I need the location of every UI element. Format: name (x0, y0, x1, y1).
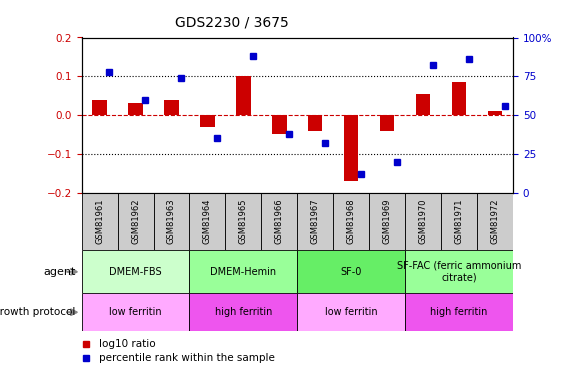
Text: SF-0: SF-0 (340, 267, 362, 277)
Text: GSM81967: GSM81967 (311, 199, 320, 244)
Bar (488, 111, 503, 115)
Bar (128, 104, 143, 115)
Bar (369, 193, 405, 250)
Text: GSM81972: GSM81972 (490, 199, 500, 244)
Text: GSM81968: GSM81968 (347, 199, 356, 244)
Text: GSM81963: GSM81963 (167, 199, 176, 244)
Bar (189, 251, 297, 293)
Bar (92, 99, 107, 115)
Bar (405, 193, 441, 250)
Text: GSM81966: GSM81966 (275, 199, 284, 244)
Bar (297, 293, 405, 331)
Bar (405, 293, 513, 331)
Bar (189, 193, 226, 250)
Bar (441, 193, 477, 250)
Text: SF-FAC (ferric ammonium
citrate): SF-FAC (ferric ammonium citrate) (397, 261, 521, 283)
Text: log10 ratio: log10 ratio (99, 339, 156, 349)
Bar (118, 193, 153, 250)
Bar (189, 293, 297, 331)
Bar (226, 193, 261, 250)
Text: GSM81971: GSM81971 (455, 199, 463, 244)
Bar (297, 193, 333, 250)
Bar (380, 115, 394, 130)
Bar (272, 115, 286, 135)
Bar (297, 251, 405, 293)
Bar (261, 193, 297, 250)
Text: GSM81969: GSM81969 (382, 199, 392, 244)
Text: GSM81962: GSM81962 (131, 199, 140, 244)
Text: high ferritin: high ferritin (430, 307, 488, 317)
Text: low ferritin: low ferritin (109, 307, 162, 317)
Text: growth protocol: growth protocol (0, 307, 76, 317)
Text: GSM81961: GSM81961 (95, 199, 104, 244)
Bar (333, 193, 369, 250)
Bar (452, 82, 466, 115)
Text: high ferritin: high ferritin (215, 307, 272, 317)
Bar (236, 76, 251, 115)
Bar (201, 115, 215, 127)
Text: GSM81965: GSM81965 (239, 199, 248, 244)
Text: low ferritin: low ferritin (325, 307, 378, 317)
Bar (82, 251, 189, 293)
Text: agent: agent (43, 267, 76, 277)
Bar (153, 193, 189, 250)
Text: GSM81964: GSM81964 (203, 199, 212, 244)
Bar (344, 115, 359, 181)
Text: GSM81970: GSM81970 (419, 199, 428, 244)
Bar (416, 94, 430, 115)
Text: DMEM-FBS: DMEM-FBS (109, 267, 162, 277)
Text: percentile rank within the sample: percentile rank within the sample (99, 353, 275, 363)
Bar (308, 115, 322, 130)
Bar (82, 293, 189, 331)
Text: GDS2230 / 3675: GDS2230 / 3675 (175, 16, 289, 30)
Text: DMEM-Hemin: DMEM-Hemin (210, 267, 276, 277)
Bar (477, 193, 513, 250)
Bar (405, 251, 513, 293)
Bar (164, 99, 178, 115)
Bar (82, 193, 118, 250)
